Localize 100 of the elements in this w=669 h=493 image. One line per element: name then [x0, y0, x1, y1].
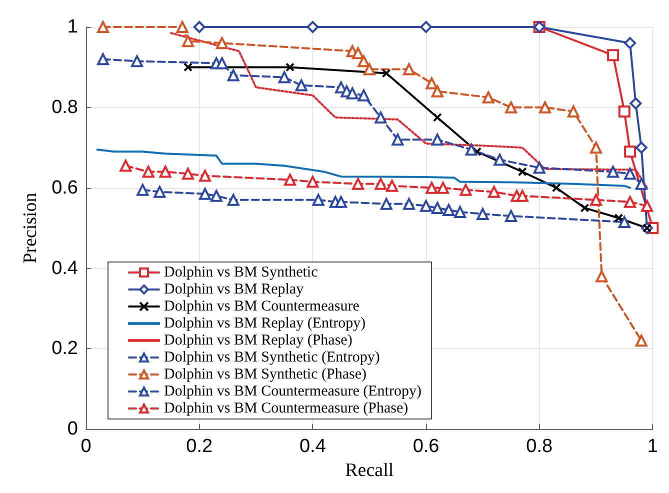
legend-label: Dolphin vs BM Countermeasure (Phase) [164, 400, 408, 416]
point [607, 166, 620, 178]
point [216, 37, 228, 50]
point [482, 91, 494, 104]
point [442, 204, 455, 216]
point [374, 178, 387, 190]
point [352, 178, 364, 190]
point [635, 334, 648, 347]
x-tick-label: 0 [80, 436, 92, 458]
x-tick-label: 0.2 [186, 436, 213, 458]
point [505, 101, 518, 114]
legend-label: Dolphin vs BM Synthetic (Phase) [164, 366, 366, 382]
point [403, 198, 416, 210]
point [346, 87, 358, 100]
point [154, 186, 166, 198]
point [210, 190, 222, 202]
point [624, 168, 636, 180]
y-tick-label: 1 [67, 16, 78, 38]
point [182, 168, 194, 180]
point [552, 183, 561, 192]
point [312, 194, 324, 206]
legend-label: Dolphin vs BM Countermeasure (Entropy) [164, 384, 422, 400]
point [454, 206, 466, 218]
point [607, 49, 620, 62]
point [182, 35, 194, 48]
point [176, 21, 188, 33]
point [460, 184, 472, 196]
point [199, 188, 212, 200]
point [618, 216, 630, 228]
point [476, 208, 489, 220]
point [614, 213, 624, 222]
point [335, 196, 348, 208]
point [363, 63, 376, 76]
point [284, 174, 296, 186]
legend-label: Dolphin vs BM Synthetic (Entropy) [164, 350, 380, 366]
point [136, 184, 149, 196]
point [539, 101, 552, 114]
point [97, 53, 109, 66]
legend-label: Dolphin vs BM Synthetic [164, 264, 318, 280]
point [374, 111, 387, 124]
point [590, 142, 602, 154]
y-tick-label: 0.8 [52, 96, 78, 118]
point [420, 21, 432, 33]
point [494, 154, 506, 166]
point [630, 97, 642, 110]
point [624, 37, 636, 50]
point [131, 55, 144, 68]
x-tick-label: 0.4 [299, 436, 326, 458]
point [358, 89, 370, 102]
point [488, 186, 500, 198]
point [516, 190, 528, 202]
y-tick-label: 0.2 [52, 338, 78, 360]
point [635, 142, 648, 154]
legend-label: Dolphin vs BM Replay (Entropy) [164, 316, 366, 332]
point [420, 200, 432, 212]
point [426, 182, 438, 194]
point [227, 194, 240, 206]
point [624, 146, 636, 158]
point [227, 69, 240, 82]
point [567, 105, 580, 118]
y-axis-title: Precision [20, 192, 41, 264]
point [431, 134, 444, 146]
y-tick-label: 0 [67, 418, 78, 440]
point [472, 147, 482, 156]
point [635, 178, 648, 190]
point [465, 144, 478, 156]
point [437, 182, 450, 194]
point [580, 203, 590, 212]
point [432, 112, 442, 122]
point [295, 79, 308, 92]
point [306, 176, 319, 188]
y-tick-label: 0.4 [52, 258, 78, 279]
legend-label: Dolphin vs BM Replay [164, 282, 304, 298]
point [596, 270, 608, 282]
point [386, 180, 398, 192]
point [590, 194, 602, 206]
legend-label: Dolphin vs BM Replay (Phase) [164, 332, 352, 348]
point [403, 63, 416, 76]
point [193, 21, 206, 33]
point [518, 167, 527, 176]
point [505, 210, 518, 222]
point [533, 162, 546, 174]
point [380, 198, 392, 210]
point [624, 196, 636, 208]
point [641, 200, 654, 212]
point [120, 160, 132, 172]
point [426, 77, 438, 90]
point [431, 85, 444, 98]
point [278, 71, 290, 84]
point [97, 21, 109, 33]
x-tick-label: 0.8 [526, 436, 553, 458]
x-axis-title: Recall [345, 460, 394, 481]
point [618, 105, 630, 118]
point [159, 166, 172, 178]
point [358, 55, 370, 68]
point [216, 57, 228, 70]
point [142, 166, 154, 178]
x-tick-label: 1 [647, 436, 658, 458]
point [382, 68, 391, 78]
point [352, 47, 364, 60]
